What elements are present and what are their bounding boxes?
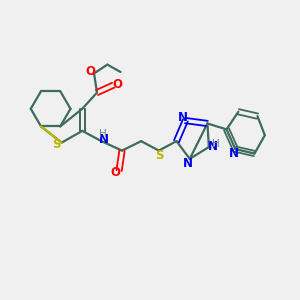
- Text: N: N: [208, 140, 218, 153]
- Text: O: O: [85, 64, 95, 78]
- Text: S: S: [52, 138, 61, 151]
- Text: N: N: [182, 157, 192, 170]
- Text: N: N: [99, 133, 109, 146]
- Text: O: O: [112, 78, 122, 91]
- Text: H: H: [212, 139, 220, 148]
- Text: O: O: [110, 166, 121, 178]
- Text: N: N: [229, 147, 239, 160]
- Text: S: S: [155, 148, 164, 161]
- Text: H: H: [99, 129, 107, 139]
- Text: N: N: [177, 111, 188, 124]
